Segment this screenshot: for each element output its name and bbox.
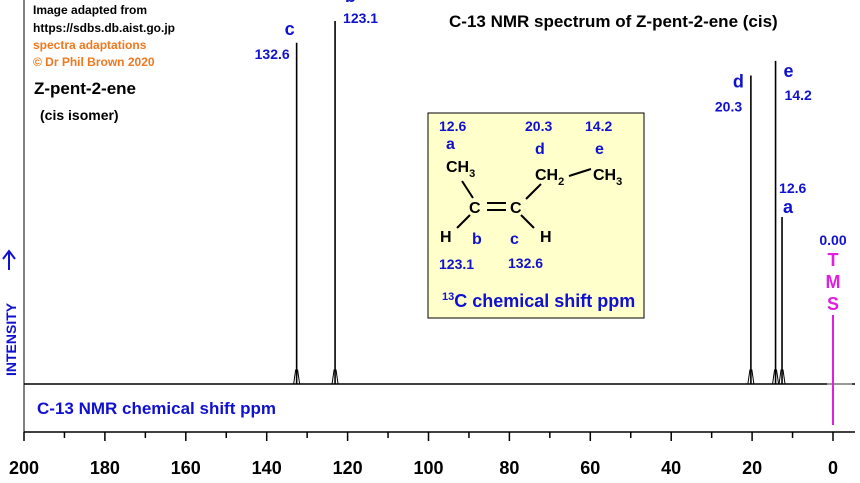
peak-c-shift: 132.6: [255, 46, 290, 62]
bond-lines: [456, 168, 592, 229]
chart-title: C-13 NMR spectrum of Z-pent-2-ene (cis): [449, 12, 778, 31]
credit-line-1: Image adapted from: [33, 3, 147, 17]
struct-e-shift: 14.2: [585, 118, 612, 134]
peak-d-shift: 20.3: [715, 98, 742, 114]
peak-b-letter: b: [345, 0, 356, 6]
atom-h-left: H: [440, 229, 452, 246]
peak-d-foot: [747, 369, 755, 385]
structure-caption: 13C chemical shift ppm: [442, 291, 635, 311]
peak-a-letter: a: [783, 197, 794, 217]
x-tick-label: 20: [742, 458, 762, 478]
x-tick-label: 40: [661, 458, 681, 478]
bond-c-h-right: [520, 214, 535, 229]
x-tick-label: 60: [580, 458, 600, 478]
peak-e-shift: 14.2: [785, 87, 812, 103]
atom-h-right: H: [540, 229, 552, 246]
atom-ch2: CH2: [535, 167, 564, 188]
x-tick-label: 160: [171, 458, 201, 478]
struct-d-letter: d: [535, 141, 545, 158]
atom-ch3-left: CH3: [446, 159, 475, 180]
tms-letter: S: [827, 294, 839, 314]
spectrum-peaks: [293, 21, 786, 385]
struct-d-shift: 20.3: [525, 118, 552, 134]
struct-a-shift: 12.6: [439, 118, 466, 134]
credit-line-3: spectra adaptations: [33, 38, 147, 52]
bond-c-ch2: [525, 183, 542, 200]
peak-e-foot: [772, 369, 780, 385]
credit-line-2: https://sdbs.db.aist.go.jp: [33, 21, 175, 35]
bond-ch3-c: [461, 180, 474, 199]
struct-b-letter: b: [472, 231, 482, 248]
isomer-label: (cis isomer): [40, 107, 119, 123]
tms-shift: 0.00: [819, 232, 846, 248]
x-tick-label: 80: [499, 458, 519, 478]
x-tick-label: 140: [252, 458, 282, 478]
x-tick-label: 0: [828, 458, 838, 478]
peak-a-foot: [778, 369, 786, 385]
x-tick-label: 100: [413, 458, 443, 478]
struct-e-letter: e: [595, 141, 604, 158]
tms-reference: 0.00 TMS: [819, 232, 847, 425]
compound-name: Z-pent-2-ene: [34, 79, 136, 98]
struct-a-letter: a: [446, 136, 455, 153]
structure-inset: 12.6 a 20.3 d 14.2 e CH3 CH2 CH3 C C H H…: [427, 112, 645, 319]
struct-c-letter: c: [510, 231, 519, 248]
x-axis-label: C-13 NMR chemical shift ppm: [37, 399, 276, 418]
atom-ch3-right: CH3: [593, 167, 622, 188]
y-axis-label: INTENSITY: [3, 302, 19, 376]
credit-line-4: © Dr Phil Brown 2020: [33, 55, 155, 69]
tms-letter: T: [828, 250, 839, 270]
peak-c-foot: [293, 369, 301, 385]
tms-letter: M: [826, 272, 841, 292]
peak-a-shift: 12.6: [779, 180, 806, 196]
peak-b-shift: 123.1: [343, 10, 378, 26]
x-tick-label: 180: [90, 458, 120, 478]
atom-c-right: C: [510, 200, 522, 217]
x-axis-ticks: 200 180 160 140 120 100 80 60 40 20 0: [9, 432, 838, 478]
x-tick-label: 120: [333, 458, 363, 478]
struct-c-shift: 132.6: [508, 255, 543, 271]
peak-e-letter: e: [784, 61, 794, 81]
struct-b-shift: 123.1: [439, 256, 474, 272]
y-axis-arrow-icon: [2, 249, 16, 270]
peak-b-foot: [331, 369, 339, 385]
structure-box: [427, 112, 645, 319]
x-tick-label: 200: [9, 458, 39, 478]
atom-c-left: C: [469, 200, 481, 217]
peak-d-letter: d: [733, 71, 744, 91]
bond-c-h-left: [456, 214, 471, 229]
bond-ch2-ch3: [568, 168, 592, 177]
peak-c-letter: c: [285, 19, 295, 39]
